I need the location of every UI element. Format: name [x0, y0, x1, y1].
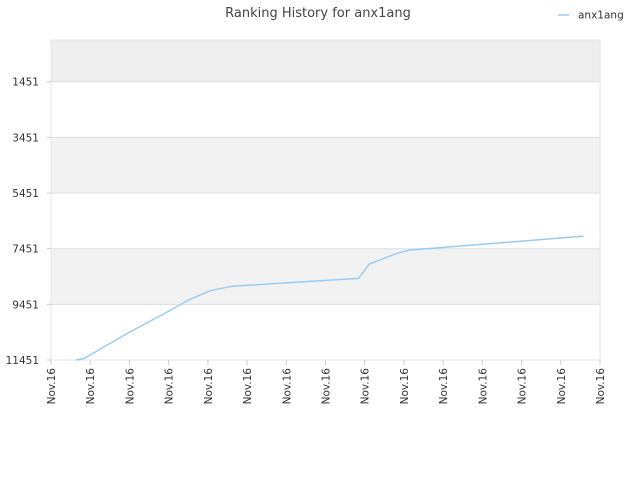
y-tick-label: 5451 [12, 188, 39, 200]
y-tick-label: 9451 [12, 299, 39, 311]
x-tick-label: Nov.16 [438, 368, 450, 405]
x-tick-label: Nov.16 [203, 368, 215, 405]
plot-band [51, 81, 600, 138]
legend-label: anx1ang [578, 10, 624, 22]
series-line [75, 235, 584, 361]
plot-band [51, 40, 600, 82]
x-tick-label: Nov.16 [46, 368, 58, 405]
x-tick-label: Nov.16 [281, 368, 293, 405]
y-axis: 1451 3451 5451 7451 9451 11451 [6, 77, 51, 367]
x-tick-label: Nov.16 [124, 368, 136, 405]
x-tick-label: Nov.16 [360, 368, 372, 405]
plot-band [51, 248, 600, 305]
x-tick-label: Nov.16 [477, 368, 489, 405]
legend[interactable]: anx1ang [558, 10, 624, 22]
x-tick-label: Nov.16 [556, 368, 568, 405]
x-tick-label: Nov.16 [595, 368, 607, 405]
y-tick-label: 1451 [12, 77, 39, 89]
x-tick-label: Nov.16 [85, 368, 97, 405]
x-tick-label: Nov.16 [164, 368, 176, 405]
chart-title: Ranking History for anx1ang [225, 6, 411, 21]
plot-band [51, 137, 600, 194]
x-tick-label: Nov.16 [399, 368, 411, 405]
x-tick-label: Nov.16 [517, 368, 529, 405]
x-tick-label: Nov.16 [242, 368, 254, 405]
x-axis: Nov.16 Nov.16 Nov.16 Nov.16 Nov.16 Nov.16 Nov.… [46, 360, 607, 404]
series-layer [75, 235, 584, 361]
y-tick-label: 7451 [12, 244, 39, 256]
y-tick-label: 11451 [6, 355, 39, 367]
plot-band [51, 304, 600, 360]
plot-band [51, 193, 600, 249]
plot-bands [51, 40, 600, 360]
y-tick-label: 3451 [12, 132, 39, 144]
x-tick-label: Nov.16 [321, 368, 333, 405]
